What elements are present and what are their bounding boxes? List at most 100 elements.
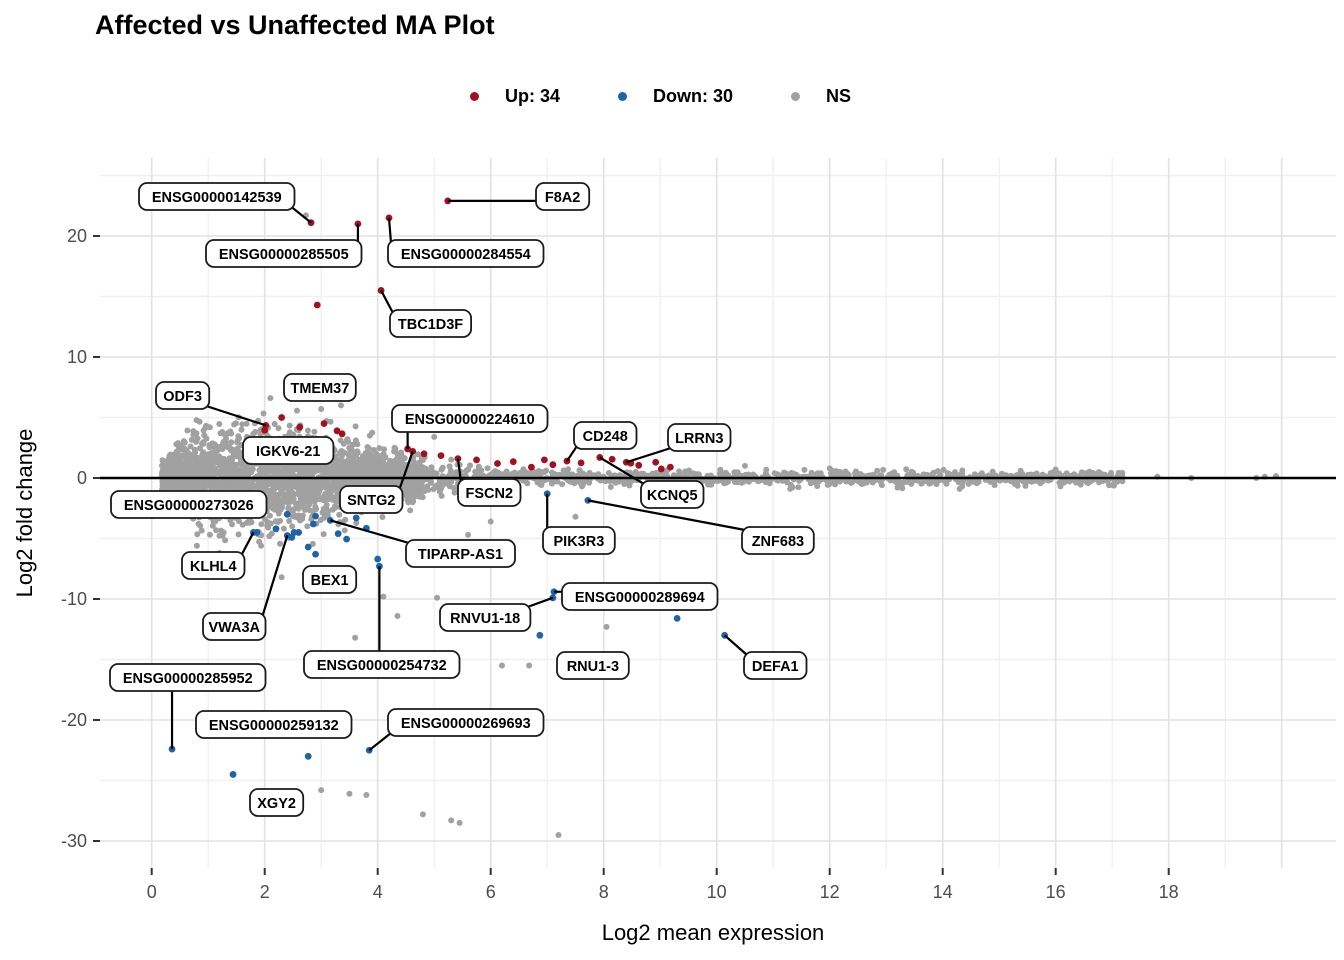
svg-text:TIPARP-AS1: TIPARP-AS1 bbox=[418, 547, 503, 563]
y-tick-label: 20 bbox=[67, 226, 87, 246]
gene-label-odf3: ODF3 bbox=[155, 381, 211, 410]
gene-label-boxes: ENSG00000142539 F8A2 ENSG00000285505 ENSG00… bbox=[109, 182, 815, 817]
up-point bbox=[540, 456, 548, 464]
svg-text:ENSG00000285505: ENSG00000285505 bbox=[219, 247, 349, 263]
ns-point bbox=[555, 831, 562, 838]
svg-text:TMEM37: TMEM37 bbox=[290, 381, 349, 397]
gene-label-ensg00000285952: ENSG00000285952 bbox=[109, 663, 267, 692]
leader-line bbox=[566, 445, 578, 462]
svg-text:ENSG00000285952: ENSG00000285952 bbox=[123, 671, 253, 687]
ns-point bbox=[456, 819, 463, 826]
ns-point bbox=[487, 518, 494, 525]
gene-label-ensg00000224610: ENSG00000224610 bbox=[391, 404, 549, 433]
x-tick-label: 6 bbox=[486, 882, 496, 902]
x-axis-title: Log2 mean expression bbox=[602, 920, 825, 945]
up-legend-dot-icon bbox=[470, 92, 479, 101]
ns-point bbox=[603, 623, 610, 630]
ns-point bbox=[787, 485, 794, 492]
leader-line bbox=[398, 451, 414, 490]
down-point bbox=[272, 525, 280, 533]
ns-point bbox=[318, 787, 325, 794]
leader-line bbox=[587, 499, 746, 532]
leader-line bbox=[625, 446, 672, 464]
leader-line bbox=[380, 289, 394, 314]
ns-point bbox=[278, 574, 285, 581]
up-point bbox=[320, 420, 328, 427]
down-point bbox=[304, 543, 312, 551]
up-point bbox=[437, 452, 445, 460]
legend: Up: 34 Down: 30 NS bbox=[470, 86, 851, 107]
grid-major-lines bbox=[100, 158, 1336, 868]
legend-item-up: Up: 34 bbox=[470, 86, 560, 107]
ns-legend-dot-icon bbox=[791, 92, 801, 101]
svg-text:ODF3: ODF3 bbox=[163, 389, 202, 405]
down-point bbox=[229, 771, 237, 778]
up-point bbox=[527, 463, 535, 471]
down-point bbox=[295, 529, 302, 536]
gene-label-xgy2: XGY2 bbox=[249, 788, 305, 817]
y-tick-label: -30 bbox=[61, 831, 87, 851]
gene-label-tbc1d3f: TBC1D3F bbox=[389, 309, 472, 338]
up-point bbox=[338, 430, 346, 438]
gene-label-sntg2: SNTG2 bbox=[339, 485, 404, 514]
leader-line bbox=[368, 732, 392, 752]
ns-point bbox=[499, 662, 505, 669]
svg-text:F8A2: F8A2 bbox=[545, 190, 580, 206]
ns-point bbox=[352, 634, 359, 641]
up-point bbox=[333, 427, 341, 435]
down-point bbox=[673, 614, 681, 622]
up-point bbox=[420, 450, 428, 458]
down-point bbox=[352, 514, 360, 522]
down-point bbox=[312, 512, 319, 520]
ns-point bbox=[1052, 466, 1059, 473]
x-tick-label: 2 bbox=[260, 882, 270, 902]
svg-text:RNVU1-18: RNVU1-18 bbox=[450, 611, 520, 627]
ns-point bbox=[346, 790, 353, 797]
ns-point bbox=[267, 395, 274, 402]
svg-text:DEFA1: DEFA1 bbox=[752, 659, 799, 675]
gene-label-klhl4: KLHL4 bbox=[181, 551, 246, 580]
ns-point bbox=[318, 406, 325, 413]
svg-text:ENSG00000289694: ENSG00000289694 bbox=[575, 590, 705, 606]
ns-point bbox=[894, 484, 901, 491]
up-point bbox=[313, 301, 321, 309]
down-point bbox=[304, 752, 312, 760]
leader-line bbox=[599, 456, 645, 485]
leader-lines bbox=[170, 199, 748, 752]
svg-text:IGKV6-21: IGKV6-21 bbox=[256, 444, 320, 460]
up-point bbox=[549, 461, 557, 469]
up-point bbox=[657, 465, 665, 473]
up-point bbox=[666, 463, 674, 471]
ns-point bbox=[363, 792, 370, 799]
ns-point bbox=[337, 402, 344, 409]
svg-text:TBC1D3F: TBC1D3F bbox=[398, 317, 463, 333]
up-point bbox=[278, 414, 286, 421]
svg-text:ENSG00000259132: ENSG00000259132 bbox=[209, 718, 339, 734]
x-tick-label: 14 bbox=[933, 882, 953, 902]
y-tick-label: 0 bbox=[77, 468, 87, 488]
y-tick-label: 10 bbox=[67, 347, 87, 367]
ns-point bbox=[826, 465, 833, 472]
up-point bbox=[608, 455, 616, 463]
leader-line bbox=[240, 531, 255, 556]
leader-line bbox=[261, 535, 289, 617]
ns-point bbox=[572, 513, 579, 520]
x-tick-label: 0 bbox=[147, 882, 157, 902]
ns-point bbox=[448, 817, 455, 824]
ns-point bbox=[380, 593, 387, 600]
ns-point bbox=[394, 612, 401, 619]
gene-label-igkv6-21: IGKV6-21 bbox=[242, 436, 335, 465]
gene-label-ensg00000269693: ENSG00000269693 bbox=[387, 708, 545, 737]
svg-text:PIK3R3: PIK3R3 bbox=[554, 534, 605, 550]
svg-text:KLHL4: KLHL4 bbox=[190, 559, 237, 575]
leader-line bbox=[205, 404, 267, 427]
ns-point bbox=[465, 531, 472, 538]
up-point bbox=[652, 458, 660, 466]
gene-label-ensg00000273026: ENSG00000273026 bbox=[110, 490, 268, 519]
up-point bbox=[509, 458, 517, 466]
up-point bbox=[577, 459, 585, 467]
x-tick-label: 4 bbox=[373, 882, 383, 902]
leader-line bbox=[290, 206, 312, 224]
gene-label-lrrn3: LRRN3 bbox=[667, 423, 732, 452]
svg-text:ENSG00000273026: ENSG00000273026 bbox=[124, 498, 254, 514]
